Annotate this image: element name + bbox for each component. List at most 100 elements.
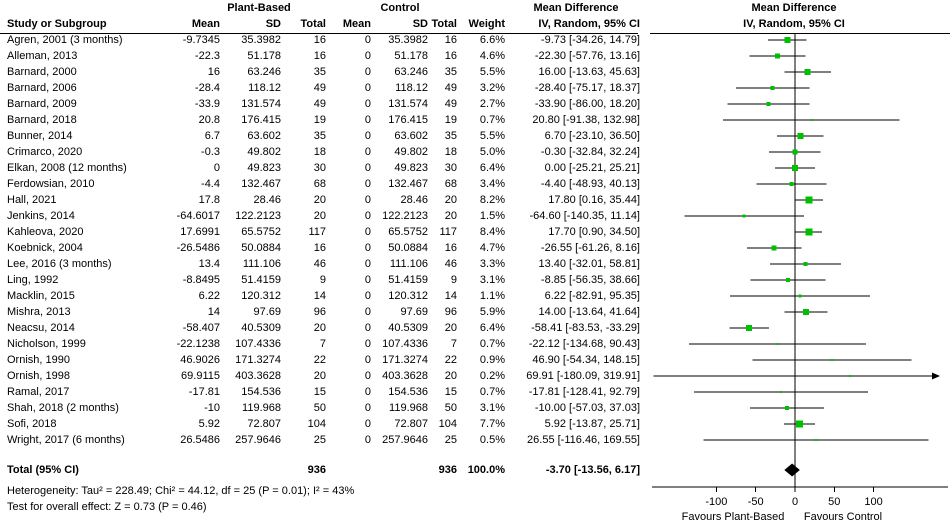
cell-total1: 50 bbox=[313, 402, 326, 414]
cell-total1: 18 bbox=[313, 146, 326, 158]
cell-weight: 6.4% bbox=[479, 162, 505, 174]
cell-mean2: 0 bbox=[364, 210, 371, 222]
axis-tick-label: 0 bbox=[792, 496, 798, 508]
cell-mean1: 46.9026 bbox=[180, 354, 220, 366]
cell-total1: 16 bbox=[313, 34, 326, 46]
cell-ci: -4.40 [-48.93, 40.13] bbox=[540, 178, 640, 190]
cell-total2: 22 bbox=[444, 354, 457, 366]
cell-total2: 16 bbox=[444, 242, 457, 254]
effect-marker bbox=[798, 294, 802, 298]
effect-marker bbox=[805, 196, 813, 204]
cell-sd1: 176.415 bbox=[241, 114, 281, 126]
effect-marker bbox=[786, 278, 791, 282]
header-divider-right bbox=[650, 33, 950, 34]
study-label: Ornish, 1998 bbox=[7, 370, 70, 382]
cell-sd1: 50.0884 bbox=[241, 242, 281, 254]
cell-sd2: 51.4159 bbox=[388, 274, 428, 286]
cell-sd2: 132.467 bbox=[388, 178, 428, 190]
effect-marker bbox=[746, 325, 753, 331]
cell-total1: 30 bbox=[313, 162, 326, 174]
axis-tick-label: -50 bbox=[748, 496, 764, 508]
cell-sd2: 154.536 bbox=[388, 386, 428, 398]
cell-total1: 15 bbox=[313, 386, 326, 398]
col-total2: Total bbox=[431, 18, 457, 30]
cell-sd1: 132.467 bbox=[241, 178, 281, 190]
study-label: Crimarco, 2020 bbox=[7, 146, 83, 158]
cell-sd2: 63.602 bbox=[394, 130, 428, 142]
cell-total2: 50 bbox=[444, 402, 457, 414]
cell-sd2: 49.802 bbox=[394, 146, 428, 158]
cell-mean1: -8.8495 bbox=[182, 274, 220, 286]
cell-total1: 117 bbox=[308, 226, 326, 238]
study-label: Barnard, 2000 bbox=[7, 66, 77, 78]
cell-sd1: 119.968 bbox=[242, 402, 281, 414]
effect-marker bbox=[792, 149, 798, 155]
cell-total1: 49 bbox=[313, 82, 326, 94]
cell-mean2: 0 bbox=[364, 354, 371, 366]
cell-sd2: 40.5309 bbox=[388, 322, 428, 334]
cell-sd2: 171.3274 bbox=[382, 354, 428, 366]
cell-ci: 14.00 [-13.64, 41.64] bbox=[538, 306, 640, 318]
study-label: Ling, 1992 bbox=[7, 274, 59, 286]
cell-mean2: 0 bbox=[364, 130, 371, 142]
cell-ci: -22.30 [-57.76, 13.16] bbox=[534, 50, 640, 62]
cell-ci: 0.00 [-25.21, 25.21] bbox=[544, 162, 640, 174]
cell-sd1: 65.5752 bbox=[241, 226, 281, 238]
study-row: Alleman, 2013 -22.3 51.178 16 0 51.178 1… bbox=[0, 48, 660, 64]
study-row: Hall, 2021 17.8 28.46 20 0 28.46 20 8.2%… bbox=[0, 192, 660, 208]
cell-weight: 4.7% bbox=[479, 242, 505, 254]
study-label: Hall, 2021 bbox=[7, 194, 57, 206]
cell-total2: 20 bbox=[444, 370, 457, 382]
study-label: Barnard, 2006 bbox=[7, 82, 77, 94]
cell-total2: 30 bbox=[444, 162, 457, 174]
cell-sd2: 63.246 bbox=[394, 66, 428, 78]
forest-plot-svg: -100 -50 0 50 100 Favours Plant-Based Favours … bbox=[652, 33, 948, 523]
cell-mean2: 0 bbox=[364, 434, 371, 446]
cell-mean2: 0 bbox=[364, 258, 371, 270]
cell-mean2: 0 bbox=[364, 194, 371, 206]
cell-mean1: 0 bbox=[213, 162, 220, 174]
effect-marker bbox=[742, 214, 746, 218]
cell-sd1: 28.46 bbox=[253, 194, 281, 206]
col-sd1: SD bbox=[265, 18, 281, 30]
cell-weight: 3.3% bbox=[479, 258, 505, 270]
cell-total1: 9 bbox=[319, 274, 326, 286]
cell-total2: 7 bbox=[450, 338, 457, 350]
cell-mean2: 0 bbox=[364, 338, 371, 350]
cell-sd1: 63.246 bbox=[247, 66, 281, 78]
cell-total1: 14 bbox=[313, 290, 326, 302]
effect-marker bbox=[785, 406, 790, 410]
cell-sd2: 51.178 bbox=[394, 50, 428, 62]
cell-weight: 3.2% bbox=[479, 82, 505, 94]
cell-ci: -22.12 [-134.68, 90.43] bbox=[528, 338, 640, 350]
cell-total2: 18 bbox=[444, 146, 457, 158]
col-weight: Weight bbox=[468, 18, 505, 30]
cell-sd1: 49.802 bbox=[247, 146, 281, 158]
cell-ci: -26.55 [-61.26, 8.16] bbox=[540, 242, 640, 254]
study-row: Crimarco, 2020 -0.3 49.802 18 0 49.802 1… bbox=[0, 144, 660, 160]
study-label: Macklin, 2015 bbox=[7, 290, 75, 302]
cell-weight: 0.2% bbox=[479, 370, 505, 382]
cell-sd2: 120.312 bbox=[388, 290, 428, 302]
effect-marker bbox=[830, 359, 833, 361]
cell-total1: 68 bbox=[313, 178, 326, 190]
study-row: Ornish, 1998 69.9115 403.3628 20 0 403.3… bbox=[0, 368, 660, 384]
cell-sd1: 97.69 bbox=[253, 306, 281, 318]
cell-total2: 14 bbox=[444, 290, 457, 302]
study-row: Shah, 2018 (2 months) -10 119.968 50 0 1… bbox=[0, 400, 660, 416]
cell-ci: -17.81 [-128.41, 92.79] bbox=[528, 386, 640, 398]
cell-ci: -33.90 [-86.00, 18.20] bbox=[534, 98, 640, 110]
cell-mean1: -0.3 bbox=[201, 146, 220, 158]
cell-ci: 5.92 [-13.87, 25.71] bbox=[544, 418, 640, 430]
cell-sd2: 107.4336 bbox=[382, 338, 428, 350]
cell-total2: 35 bbox=[444, 130, 457, 142]
cell-mean2: 0 bbox=[364, 322, 371, 334]
cell-mean1: 26.5486 bbox=[180, 434, 220, 446]
cell-sd2: 122.2123 bbox=[382, 210, 428, 222]
effect-header-text: Mean Difference bbox=[533, 2, 619, 14]
effect-marker bbox=[803, 262, 808, 266]
study-label: Ornish, 1990 bbox=[7, 354, 70, 366]
cell-sd1: 51.178 bbox=[247, 50, 281, 62]
cell-sd2: 28.46 bbox=[400, 194, 428, 206]
